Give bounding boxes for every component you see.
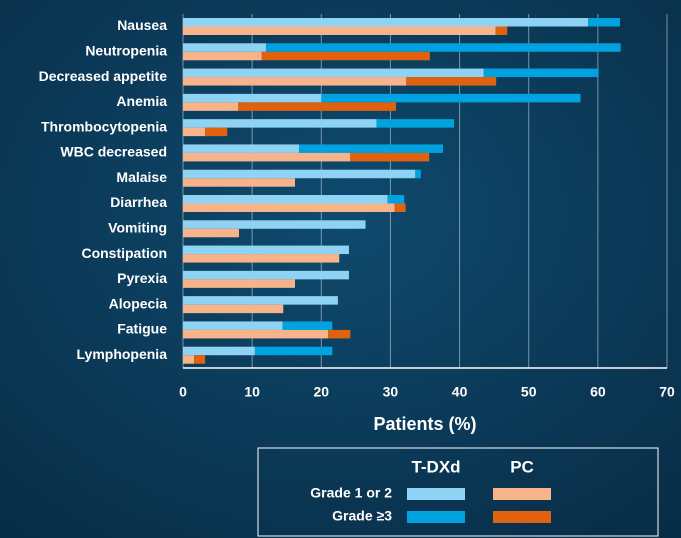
legend-swatch — [493, 488, 551, 500]
legend-box — [257, 447, 659, 537]
bar-segment — [265, 43, 621, 52]
legend-header: PC — [510, 457, 534, 476]
bar-segment — [588, 18, 620, 27]
bar-segment — [183, 169, 416, 179]
bar-segment — [183, 245, 349, 255]
y-tick-label: Malaise — [116, 169, 167, 185]
bar-segment — [183, 68, 484, 78]
legend-swatch — [493, 511, 551, 523]
x-tick-label: 20 — [313, 384, 329, 400]
bar-segment — [183, 321, 283, 330]
y-tick-label: Nausea — [117, 17, 167, 33]
x-axis-label: Patients (%) — [373, 414, 476, 434]
y-tick-label: Thrombocytopenia — [41, 118, 167, 134]
bar-segment — [183, 26, 496, 35]
bar-segment — [299, 144, 443, 153]
bar-segment — [406, 77, 497, 86]
bar-segment — [183, 18, 589, 27]
bar-segment — [183, 144, 300, 153]
legend-label: Grade 1 or 2 — [310, 485, 392, 501]
bar-segment — [183, 220, 366, 229]
x-tick-label: 60 — [590, 384, 606, 400]
legend-label: Grade ≥3 — [332, 508, 392, 524]
bar-segment — [238, 102, 396, 111]
bar-segment — [183, 346, 255, 356]
bar-segment — [387, 195, 405, 204]
x-tick-label: 50 — [521, 384, 537, 400]
bar-segment — [194, 355, 206, 364]
y-tick-label: Alopecia — [109, 295, 168, 311]
x-tick-label: 10 — [244, 384, 260, 400]
bar-segment — [415, 169, 421, 179]
bar-segment — [321, 93, 581, 103]
bar-segment — [183, 102, 239, 111]
bar-segment — [328, 329, 351, 339]
y-tick-label: Vomiting — [108, 219, 167, 235]
bar-segment — [183, 296, 338, 305]
y-tick-label: WBC decreased — [60, 144, 167, 160]
bar-segment — [394, 203, 406, 212]
bar-segment — [183, 254, 340, 263]
bar-segment — [183, 51, 262, 61]
bar-segment — [183, 329, 329, 339]
y-tick-label: Lymphopenia — [77, 346, 168, 362]
y-tick-label: Constipation — [81, 245, 167, 261]
x-tick-label: 30 — [383, 384, 399, 400]
legend-header: T-DXd — [411, 457, 460, 476]
bar-segment — [183, 152, 351, 162]
bar-segment — [254, 346, 333, 356]
bar-segment — [483, 68, 599, 78]
bar-segment — [183, 178, 296, 187]
bar-segment — [495, 26, 508, 35]
bar-segment — [183, 93, 322, 103]
bar-segment — [183, 127, 206, 137]
bar-segment — [183, 43, 266, 52]
bar-segment — [183, 270, 349, 280]
bar-segment — [261, 51, 430, 61]
y-tick-label: Pyrexia — [117, 270, 167, 286]
bar-segment — [183, 195, 388, 204]
bar-segment — [183, 203, 395, 212]
y-tick-label: Anemia — [116, 93, 167, 109]
bar-segment — [376, 119, 455, 128]
bar-segment — [183, 304, 284, 314]
x-tick-label: 0 — [179, 384, 187, 400]
bar-segment — [183, 279, 296, 288]
y-tick-label: Neutropenia — [85, 42, 167, 58]
bar-segment — [205, 127, 228, 137]
x-tick-label: 70 — [659, 384, 675, 400]
bar-segment — [183, 228, 240, 238]
bar-segment — [350, 152, 430, 162]
y-tick-label: Decreased appetite — [39, 68, 168, 84]
bar-segment — [282, 321, 333, 330]
bar-segment — [183, 119, 377, 128]
y-tick-label: Diarrhea — [110, 194, 167, 210]
y-tick-label: Fatigue — [117, 321, 167, 337]
bar-segment — [183, 77, 407, 86]
legend-swatch — [407, 511, 465, 523]
legend-swatch — [407, 488, 465, 500]
x-tick-label: 40 — [452, 384, 468, 400]
bar-segment — [183, 355, 195, 364]
